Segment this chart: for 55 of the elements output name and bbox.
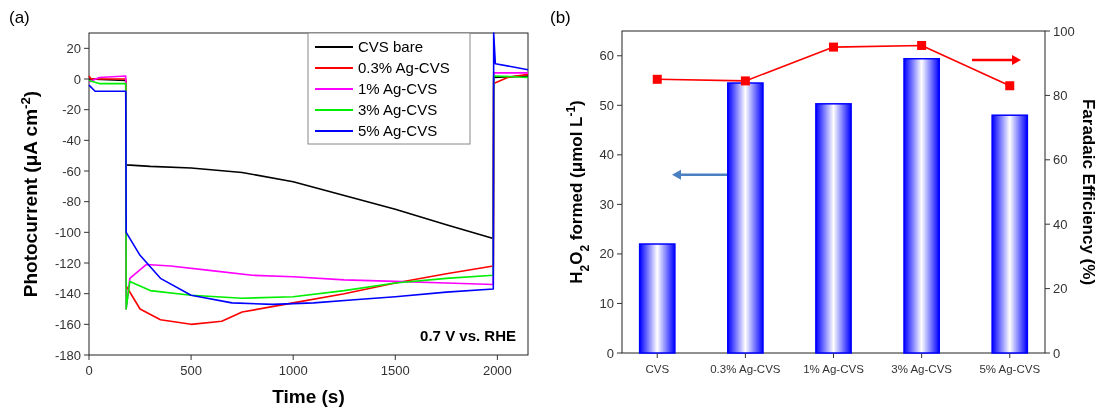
- annotation: 0.7 V vs. RHE: [420, 327, 516, 344]
- y-tick-label: -60: [62, 163, 81, 179]
- y-tick-label: 30: [599, 196, 614, 212]
- point: [917, 40, 927, 50]
- y-tick-label: 60: [599, 48, 614, 64]
- x-tick-label: 5% Ag-CVS: [979, 363, 1041, 375]
- y2-tick-label: 80: [1053, 87, 1068, 103]
- y-tick-label: 20: [599, 246, 614, 262]
- x-tick-label: 2000: [482, 363, 512, 378]
- y-tick-label: -140: [54, 286, 81, 302]
- y-tick-label: 20: [66, 40, 81, 56]
- bar: [991, 114, 1029, 354]
- bar: [638, 243, 676, 354]
- x-tick-label: 1% Ag-CVS: [803, 363, 865, 375]
- y-tick-label: -100: [54, 224, 81, 240]
- x-tick-label: 500: [180, 363, 202, 378]
- y-tick-label: -180: [54, 347, 81, 363]
- y2-tick-label: 100: [1053, 23, 1075, 39]
- legend-label: 5% Ag-CVS: [358, 122, 438, 140]
- y2-tick-label: 40: [1053, 216, 1068, 232]
- x-tick-label: 1500: [380, 363, 410, 378]
- legend-label: 1% Ag-CVS: [358, 80, 438, 98]
- y-tick-label: -80: [62, 194, 81, 210]
- bar: [815, 103, 852, 354]
- y-tick-label: 40: [599, 147, 614, 163]
- x-tick-label: 0: [85, 363, 93, 378]
- y2-tick-label: 0: [1053, 345, 1061, 361]
- legend-label: CVS bare: [358, 38, 424, 56]
- point: [740, 76, 750, 86]
- legend-label: 0.3% Ag-CVS: [358, 59, 450, 77]
- y2-axis-title: Faradaic Efficiency (%): [1079, 98, 1098, 286]
- legend-label: 3% Ag-CVS: [358, 101, 438, 119]
- line-series: [88, 32, 529, 306]
- x-tick-label: 0.3% Ag-CVS: [710, 363, 781, 375]
- point: [1005, 81, 1015, 91]
- y-tick-label: -20: [62, 102, 81, 118]
- x-tick-label: 3% Ag-CVS: [891, 363, 953, 375]
- y-tick-label: 0: [73, 71, 81, 87]
- y-tick-label: -120: [54, 255, 81, 271]
- y-tick-label: -160: [54, 316, 81, 332]
- point: [829, 42, 838, 52]
- point: [652, 74, 662, 84]
- y-tick-label: 0: [606, 345, 614, 361]
- x-axis-title: Time (s): [272, 386, 345, 407]
- chart-title: (a): [9, 8, 30, 27]
- x-tick-label: CVS: [645, 363, 670, 375]
- bar: [903, 57, 940, 354]
- y2-tick-label: 60: [1053, 152, 1068, 168]
- y-tick-label: 50: [599, 97, 614, 113]
- y-tick-label: -40: [62, 132, 81, 148]
- chart-title: (b): [550, 8, 571, 27]
- x-tick-label: 1000: [278, 363, 308, 378]
- y-tick-label: 10: [599, 296, 614, 312]
- y2-tick-label: 20: [1053, 281, 1068, 297]
- bar: [727, 82, 764, 354]
